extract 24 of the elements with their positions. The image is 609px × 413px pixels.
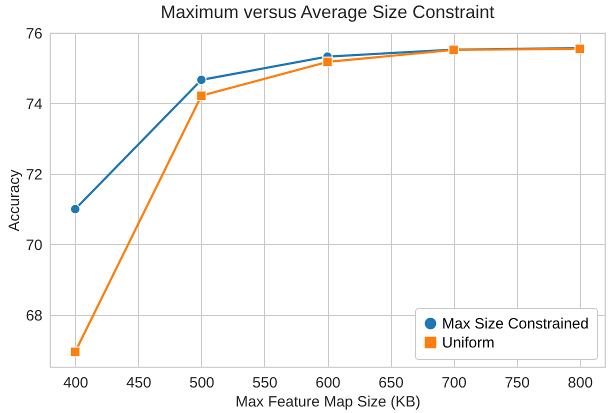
y-tick-label: 72 [26, 166, 42, 184]
y-tick-label: 74 [26, 96, 42, 113]
legend-label: Max Size Constrained [442, 316, 589, 332]
x-tick-label: 650 [378, 374, 404, 392]
y-tick-label: 76 [26, 26, 42, 42]
legend-label: Uniform [442, 334, 495, 352]
x-tick-label: 700 [442, 374, 467, 392]
x-tick-label: 800 [568, 374, 593, 392]
y-tick-label: 70 [26, 236, 42, 254]
x-tick-label: 550 [252, 374, 278, 392]
point [70, 204, 80, 214]
x-tick-label: 500 [189, 374, 214, 392]
point [322, 56, 333, 68]
x-axis-title: Max Feature Map Size (KB) [235, 394, 421, 410]
x-tick-label: 600 [315, 374, 341, 392]
point [196, 74, 207, 86]
point [196, 90, 207, 101]
x-tick-label: 400 [63, 374, 88, 392]
x-tick-label: 750 [504, 374, 530, 392]
point [70, 346, 80, 358]
y-tick-label: 68 [26, 307, 42, 324]
y-axis-title: Accuracy [6, 169, 23, 232]
chart-title: Maximum versus Average Size Constraint [160, 2, 494, 22]
x-tick-label: 450 [126, 374, 152, 392]
